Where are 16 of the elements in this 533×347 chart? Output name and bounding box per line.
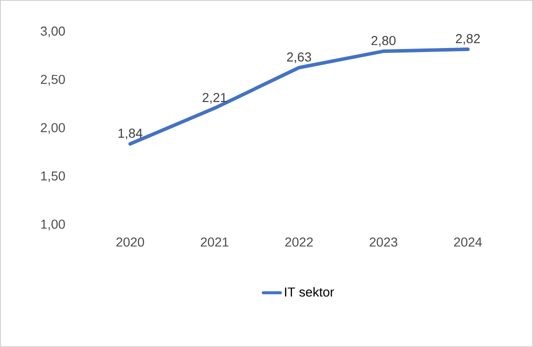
text: 2,82	[456, 34, 480, 45]
text: 1,84	[118, 128, 142, 140]
text: 2,21	[202, 92, 227, 104]
y-tick-label: 2,50	[40, 74, 65, 86]
legend-label: IT sektor	[285, 287, 334, 297]
y-tick-label: 1,50	[41, 171, 65, 182]
y-tick-label: 3,00	[40, 26, 65, 38]
text: 2,80	[371, 36, 396, 47]
text: 2,63	[287, 52, 312, 64]
x-tick-label: 2024	[454, 238, 482, 247]
x-tick-label: 2020	[116, 238, 144, 247]
x-tick-label: 2023	[370, 238, 398, 247]
x-tick-label: 2022	[285, 238, 313, 247]
y-tick-label: 1,00	[41, 220, 65, 230]
y-tick-label: 2,00	[40, 123, 65, 134]
x-tick-label: 2021	[200, 238, 228, 247]
